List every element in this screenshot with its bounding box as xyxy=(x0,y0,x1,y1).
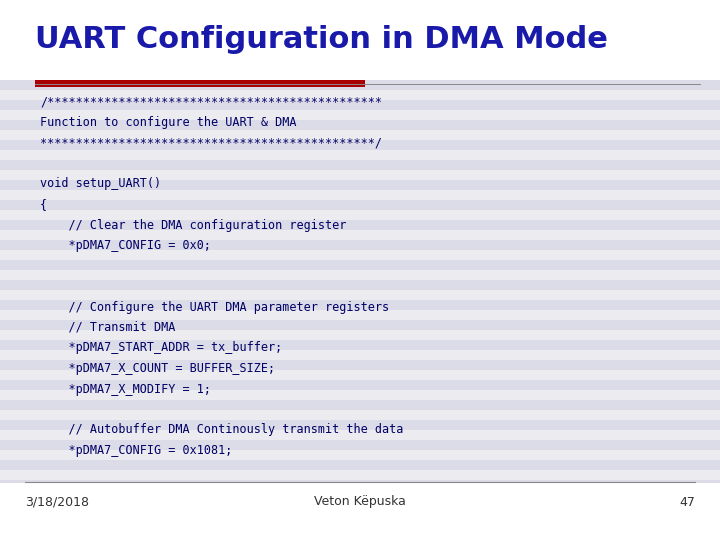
Bar xyxy=(0,350,720,360)
Bar xyxy=(0,300,720,310)
Bar xyxy=(0,310,720,320)
Text: Veton Këpuska: Veton Këpuska xyxy=(314,496,406,509)
Text: Function to configure the UART & DMA: Function to configure the UART & DMA xyxy=(40,116,297,129)
Bar xyxy=(0,240,720,250)
Bar xyxy=(0,530,720,540)
Bar xyxy=(0,180,720,190)
Bar xyxy=(0,520,720,530)
Text: void setup_UART(): void setup_UART() xyxy=(40,178,161,191)
Text: *pDMA7_CONFIG = 0x1081;: *pDMA7_CONFIG = 0x1081; xyxy=(40,444,233,457)
Bar xyxy=(0,80,720,90)
Bar xyxy=(0,460,720,470)
Bar xyxy=(0,170,720,180)
Bar xyxy=(0,330,720,340)
Bar xyxy=(0,0,720,80)
Bar xyxy=(0,140,720,150)
Bar xyxy=(0,380,720,390)
Bar xyxy=(0,370,720,380)
Bar xyxy=(0,200,720,210)
Text: /***********************************************: /***************************************… xyxy=(40,96,382,109)
Bar xyxy=(0,480,720,490)
Bar xyxy=(0,10,720,20)
Text: ***********************************************/: ****************************************… xyxy=(40,137,382,150)
Bar xyxy=(35,80,365,87)
Bar xyxy=(0,210,720,220)
Bar xyxy=(0,360,720,370)
Bar xyxy=(0,20,720,30)
Text: // Clear the DMA configuration register: // Clear the DMA configuration register xyxy=(40,219,346,232)
Text: *pDMA7_CONFIG = 0x0;: *pDMA7_CONFIG = 0x0; xyxy=(40,239,211,252)
Bar xyxy=(0,30,720,40)
Bar xyxy=(0,250,720,260)
Bar xyxy=(0,500,720,510)
Bar xyxy=(0,320,720,330)
Bar xyxy=(0,190,720,200)
Text: // Configure the UART DMA parameter registers: // Configure the UART DMA parameter regi… xyxy=(40,300,389,314)
Bar xyxy=(0,440,720,450)
Bar xyxy=(0,290,720,300)
Text: 3/18/2018: 3/18/2018 xyxy=(25,496,89,509)
Bar xyxy=(0,410,720,420)
Bar xyxy=(0,90,720,100)
Text: *pDMA7_X_COUNT = BUFFER_SIZE;: *pDMA7_X_COUNT = BUFFER_SIZE; xyxy=(40,362,275,375)
Bar xyxy=(0,270,720,280)
Bar xyxy=(0,160,720,170)
Bar xyxy=(0,483,720,540)
Bar xyxy=(0,60,720,70)
Bar xyxy=(0,220,720,230)
Bar xyxy=(0,230,720,240)
Bar xyxy=(0,340,720,350)
Text: {: { xyxy=(40,198,47,211)
Text: UART Configuration in DMA Mode: UART Configuration in DMA Mode xyxy=(35,25,608,55)
Bar xyxy=(0,390,720,400)
Bar xyxy=(0,40,720,50)
Bar xyxy=(0,70,720,80)
Text: // Autobuffer DMA Continously transmit the data: // Autobuffer DMA Continously transmit t… xyxy=(40,423,403,436)
Bar xyxy=(0,50,720,60)
Bar xyxy=(0,100,720,110)
Bar xyxy=(0,110,720,120)
Bar xyxy=(0,130,720,140)
Bar xyxy=(0,400,720,410)
Bar xyxy=(0,150,720,160)
Bar xyxy=(0,420,720,430)
Text: *pDMA7_START_ADDR = tx_buffer;: *pDMA7_START_ADDR = tx_buffer; xyxy=(40,341,282,354)
Bar xyxy=(0,0,720,10)
Text: // Transmit DMA: // Transmit DMA xyxy=(40,321,176,334)
Text: *pDMA7_X_MODIFY = 1;: *pDMA7_X_MODIFY = 1; xyxy=(40,382,211,395)
Bar xyxy=(0,280,720,290)
Bar xyxy=(0,490,720,500)
Bar xyxy=(0,430,720,440)
Bar xyxy=(0,510,720,520)
Bar xyxy=(0,120,720,130)
Bar xyxy=(0,450,720,460)
Text: 47: 47 xyxy=(679,496,695,509)
Bar xyxy=(0,470,720,480)
Bar xyxy=(0,260,720,270)
